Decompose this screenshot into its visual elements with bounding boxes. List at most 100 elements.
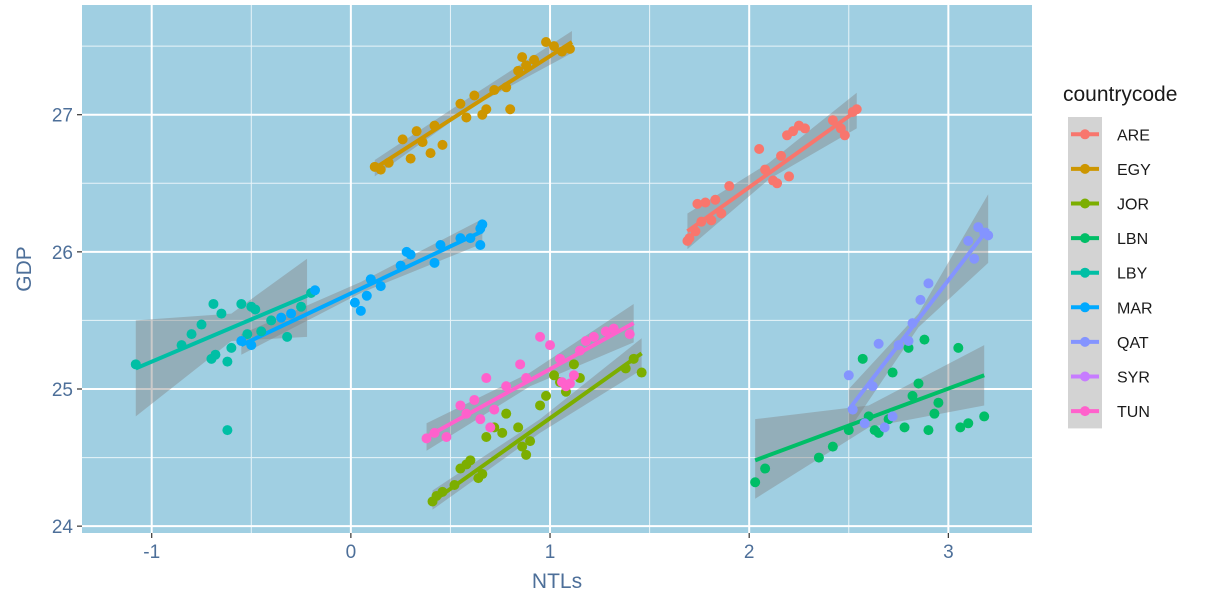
x-tick-label: 1	[545, 542, 556, 563]
point-tun	[421, 433, 432, 444]
legend-label-lbn: LBN	[1117, 231, 1148, 248]
point-lbn	[929, 408, 940, 419]
point-lby	[186, 329, 197, 340]
point-egy	[437, 139, 448, 150]
point-qat	[983, 230, 994, 241]
legend-key-point-lby	[1080, 267, 1090, 278]
point-egy	[541, 37, 552, 48]
point-jor	[501, 408, 512, 419]
point-egy	[455, 98, 466, 109]
x-axis: -1 0 1 2 3	[143, 533, 954, 563]
point-jor	[628, 353, 639, 364]
point-are	[710, 194, 721, 205]
point-mar	[355, 305, 366, 316]
point-mar	[246, 340, 257, 351]
point-lbn	[923, 425, 934, 436]
confidence-band-qat	[848, 194, 989, 431]
point-tun	[461, 408, 472, 419]
point-lby	[250, 304, 261, 315]
point-mar	[276, 312, 287, 323]
point-qat	[843, 370, 854, 381]
point-egy	[513, 65, 524, 76]
point-lby	[242, 329, 253, 340]
point-jor	[437, 486, 448, 497]
point-are	[772, 178, 783, 189]
x-tick-label: 2	[744, 542, 755, 563]
point-qat	[923, 278, 934, 289]
fit-lines	[134, 40, 990, 504]
point-lbn	[907, 390, 918, 401]
point-qat	[903, 336, 914, 346]
point-are	[799, 123, 810, 134]
point-lby	[222, 425, 233, 436]
point-qat	[969, 253, 980, 264]
point-lby	[282, 331, 293, 342]
point-qat	[867, 381, 878, 392]
point-mar	[455, 233, 466, 244]
point-are	[690, 226, 701, 237]
point-jor	[477, 469, 488, 480]
x-axis-title: NTLs	[532, 570, 582, 593]
legend-key-point-syr	[1080, 371, 1090, 382]
point-egy	[417, 137, 428, 148]
confidence-band-lbn	[755, 345, 985, 499]
point-qat	[887, 411, 898, 422]
point-tun	[624, 329, 635, 340]
point-qat	[879, 422, 890, 433]
point-egy	[501, 82, 512, 93]
point-jor	[517, 441, 528, 452]
point-mar	[361, 290, 372, 301]
point-jor	[636, 367, 647, 378]
point-egy	[429, 120, 440, 131]
point-qat	[847, 404, 858, 415]
point-lby	[266, 315, 277, 326]
fit-line-mar	[240, 229, 484, 347]
point-egy	[425, 148, 436, 159]
point-lbn	[919, 334, 930, 345]
point-mar	[375, 281, 386, 292]
point-are	[776, 150, 787, 161]
point-tun	[441, 432, 452, 442]
point-tun	[574, 345, 585, 356]
point-lby	[208, 298, 219, 309]
legend-key-point-mar	[1080, 302, 1090, 313]
point-egy	[405, 153, 416, 164]
point-egy	[383, 157, 394, 168]
point-egy	[564, 43, 575, 54]
point-mar	[349, 297, 360, 308]
confidence-band-lby	[135, 258, 308, 417]
legend-key-point-tun	[1080, 406, 1090, 417]
point-mar	[465, 233, 476, 244]
point-lbn	[903, 342, 914, 353]
legend-key-point-lbn	[1080, 233, 1090, 244]
point-jor	[541, 390, 552, 401]
fit-line-lby	[134, 293, 308, 371]
point-tun	[455, 400, 466, 411]
legend-key-point-qat	[1080, 336, 1090, 347]
legend-label-qat: QAT	[1117, 335, 1149, 352]
point-mar	[405, 249, 416, 260]
point-tun	[521, 373, 532, 384]
point-lbn	[955, 422, 966, 433]
point-are	[839, 130, 850, 141]
point-jor	[465, 455, 476, 466]
y-tick-label: 26	[52, 243, 73, 264]
point-qat	[859, 418, 870, 429]
point-mar	[475, 240, 486, 250]
point-tun	[469, 394, 480, 405]
point-mar	[435, 240, 446, 250]
point-egy	[469, 90, 480, 101]
point-lbn	[979, 411, 990, 422]
point-lbn	[899, 422, 910, 433]
point-lby	[130, 359, 141, 370]
point-are	[851, 104, 862, 115]
point-jor	[513, 422, 524, 433]
data-points	[130, 37, 994, 507]
point-tun	[608, 323, 619, 334]
point-tun	[535, 331, 546, 342]
point-lbn	[887, 367, 898, 378]
legend-label-jor: JOR	[1117, 197, 1149, 214]
point-mar	[286, 308, 297, 319]
point-tun	[588, 331, 599, 342]
